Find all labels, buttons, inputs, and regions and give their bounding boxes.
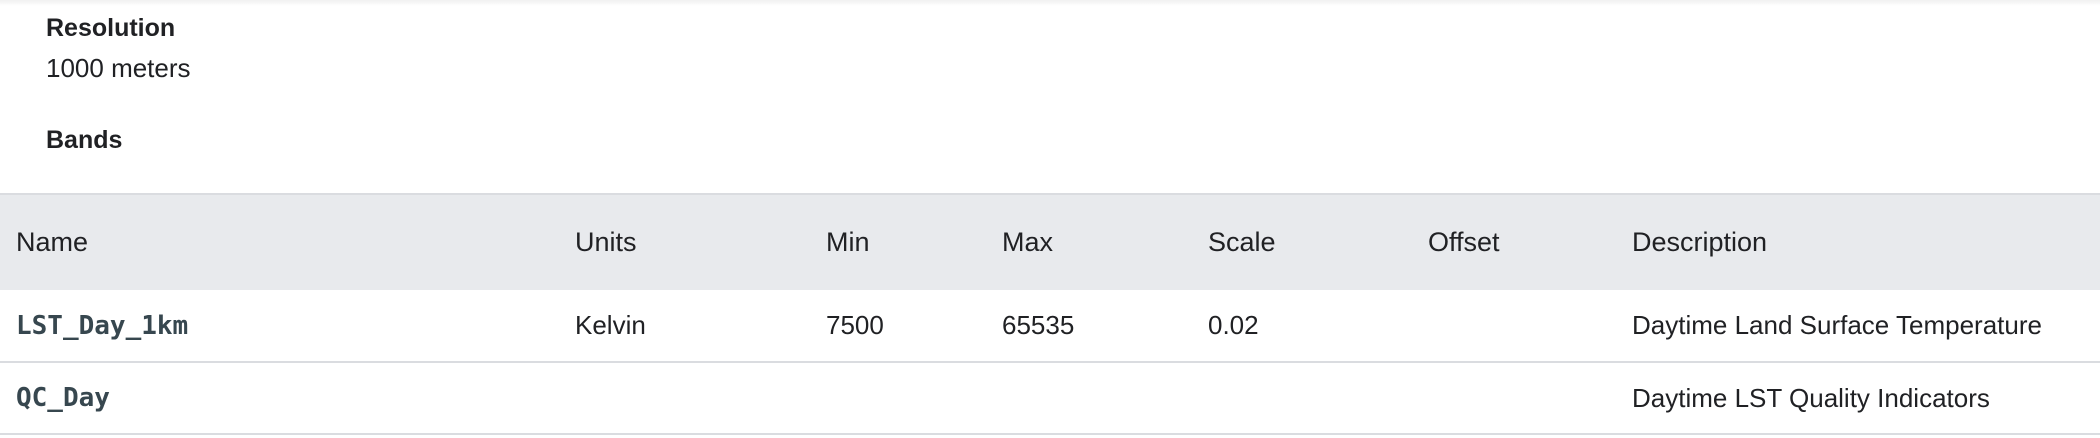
column-header-name: Name bbox=[16, 227, 89, 257]
band-units-cell bbox=[575, 362, 826, 434]
column-header-units: Units bbox=[575, 227, 637, 257]
top-shadow bbox=[0, 0, 2100, 6]
band-name-cell: LST_Day_1km bbox=[16, 310, 189, 341]
bands-label: Bands bbox=[46, 126, 123, 154]
band-scale-cell: 0.02 bbox=[1208, 310, 1259, 340]
band-name-cell: QC_Day bbox=[16, 383, 110, 413]
column-header-min: Min bbox=[826, 227, 870, 257]
band-offset-cell bbox=[1428, 290, 1632, 362]
band-min-cell bbox=[826, 362, 1002, 434]
band-scale-cell bbox=[1208, 362, 1428, 434]
column-header-scale: Scale bbox=[1208, 227, 1276, 257]
band-offset-cell bbox=[1428, 362, 1632, 434]
column-header-offset: Offset bbox=[1428, 227, 1500, 257]
band-max-cell bbox=[1002, 362, 1208, 434]
resolution-value: 1000 meters bbox=[46, 53, 191, 83]
table-row: LST_Day_1km Kelvin 7500 65535 0.02 Dayti… bbox=[0, 290, 2100, 362]
table-row: QC_Day Daytime LST Quality Indicators bbox=[0, 362, 2100, 434]
bands-table: Name Units Min Max Scale Offset Descript… bbox=[0, 193, 2100, 435]
table-header-row: Name Units Min Max Scale Offset Descript… bbox=[0, 194, 2100, 290]
band-description-cell: Daytime LST Quality Indicators bbox=[1632, 382, 1990, 413]
band-min-cell: 7500 bbox=[826, 310, 884, 340]
band-description-cell: Daytime Land Surface Temperature bbox=[1632, 310, 2042, 340]
column-header-description: Description bbox=[1632, 227, 1768, 257]
column-header-max: Max bbox=[1002, 227, 1054, 257]
band-max-cell: 65535 bbox=[1002, 310, 1075, 340]
resolution-label: Resolution bbox=[46, 14, 176, 42]
band-units-cell: Kelvin bbox=[575, 310, 646, 340]
